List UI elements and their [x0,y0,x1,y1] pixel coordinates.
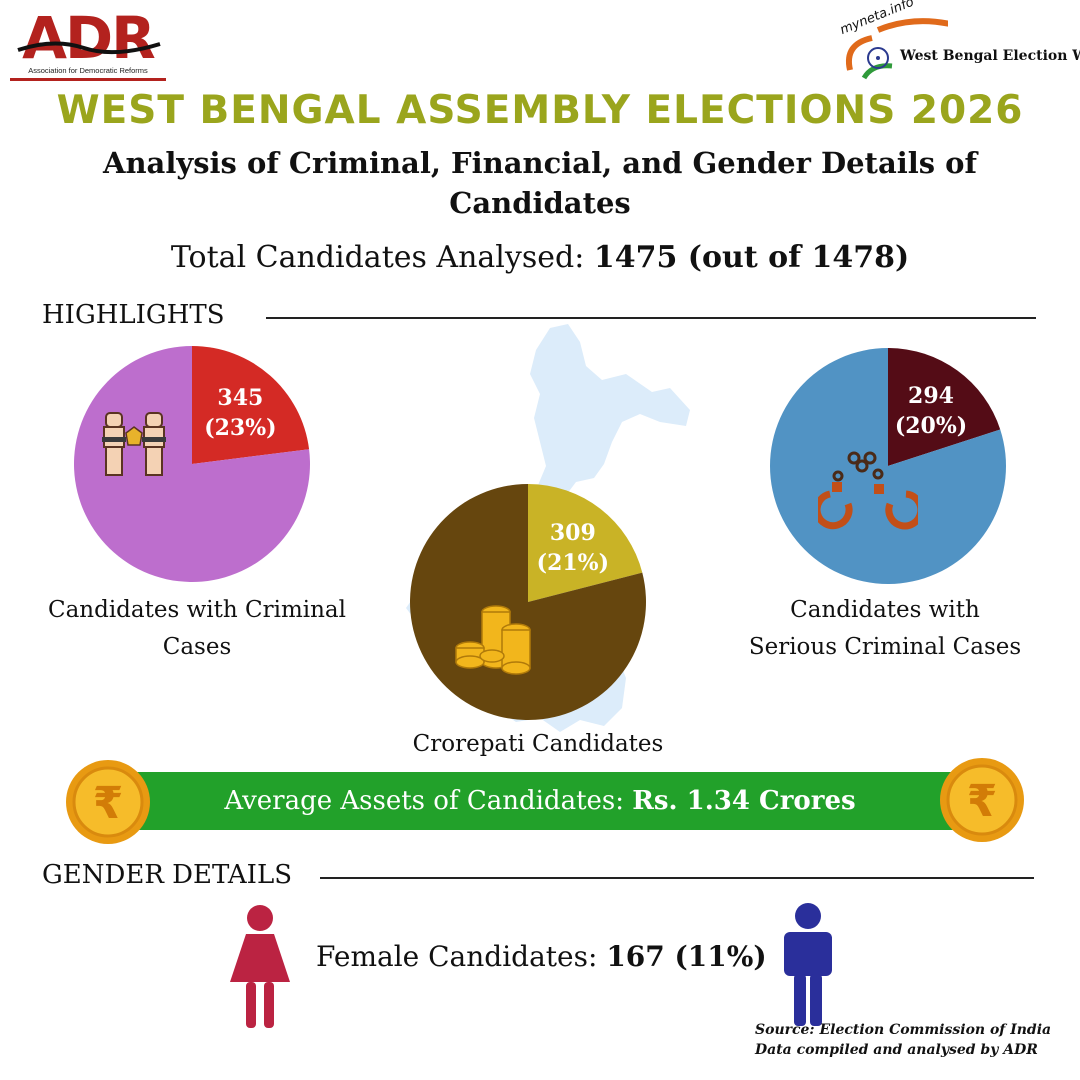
female-candidates-label: Female Candidates: [316,940,607,973]
female-candidates-value: 167 (11%) [606,940,767,973]
total-candidates-label: Total Candidates Analysed: [170,240,594,275]
pie-caption-line-2: Cases [162,634,232,660]
pie-chart-criminal-cases: 345 (23%) [74,346,310,582]
svg-text:₹: ₹ [967,776,998,827]
pie-slice-percent-label: (21%) [537,550,609,576]
pie-caption-crorepati: Crorepati Candidates [348,726,728,763]
ashoka-chakra-icon [846,18,948,80]
adr-swoosh-icon [17,41,161,55]
highlights-rule [266,317,1036,319]
myneta-logo-caption: West Bengal Election Watch [900,48,1080,64]
pie-caption-line-1: Crorepati Candidates [412,731,664,757]
average-assets-bar [110,772,970,830]
highlights-heading: HIGHLIGHTS [42,300,225,330]
subtitle-line-2: Candidates [449,186,631,220]
handcuffs-icon [818,451,918,530]
svg-text:₹: ₹ [93,778,124,829]
female-person-icon [230,905,290,1028]
source-line-2: Data compiled and analysed by ADR [755,1042,1038,1058]
source-note: Source: Election Commission of India Dat… [755,1020,1075,1060]
gender-details-rule [320,877,1034,879]
pie-slice-count-label: 309 [550,520,596,546]
adr-logo-subtitle: Association for Democratic Reforms [28,66,148,75]
source-line-1: Source: Election Commission of India [755,1022,1052,1038]
myneta-logo: myneta.info West Bengal Election Watch [830,0,1080,80]
pie-slice-highlight [192,346,310,464]
adr-logo-text: ADR [22,4,156,72]
pie-slice-rest [74,346,310,582]
pie-slice-highlight [528,484,643,602]
average-assets-value: Rs. 1.34 Crores [632,786,856,816]
rupee-coins-icon [455,605,531,675]
adr-logo: ADR Association for Democratic Reforms [8,4,168,81]
page-subtitle: Analysis of Criminal, Financial, and Gen… [60,143,1020,223]
total-candidates-line: Total Candidates Analysed: 1475 (out of … [0,240,1080,275]
female-candidates-text: Female Candidates: 167 (11%) [316,940,767,973]
rupee-coin-icon-right: ₹ [940,758,1024,842]
pie-caption-criminal-cases: Candidates with Criminal Cases [22,592,372,666]
rupee-coin-icon-left: ₹ [66,760,150,844]
pie-slice-percent-label: (20%) [895,413,967,439]
average-assets-text: Average Assets of Candidates: Rs. 1.34 C… [110,772,970,830]
adr-logo-underline [10,78,166,81]
total-candidates-value: 1475 (out of 1478) [593,240,910,275]
gender-details-heading: GENDER DETAILS [42,860,293,890]
subtitle-line-1: Analysis of Criminal, Financial, and Gen… [102,146,978,180]
pie-slice-count-label: 345 [217,385,263,411]
male-person-icon [784,903,832,1026]
average-assets-label: Average Assets of Candidates: [224,786,633,816]
pie-caption-line-2: Serious Criminal Cases [748,634,1022,660]
pie-slice-percent-label: (23%) [204,415,276,441]
handcuffed-hands-icon [102,412,166,476]
pie-caption-line-1: Candidates with Criminal [47,597,346,623]
pie-caption-serious-criminal-cases: Candidates with Serious Criminal Cases [720,592,1050,666]
pie-caption-line-1: Candidates with [790,597,980,623]
pie-slice-count-label: 294 [908,383,954,409]
page-title: WEST BENGAL ASSEMBLY ELECTIONS 2026 [56,88,1024,133]
pie-slice-highlight [888,348,1001,466]
